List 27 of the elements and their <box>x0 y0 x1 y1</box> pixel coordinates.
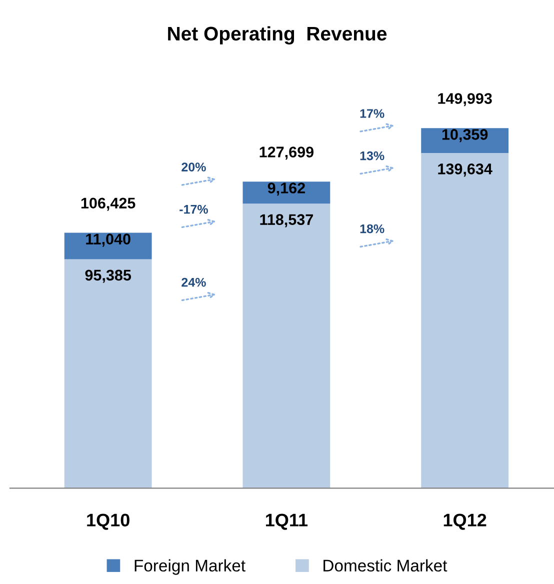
data-label: 11,040 <box>86 234 130 247</box>
bar <box>242 182 330 204</box>
text: 17% <box>360 109 384 118</box>
total-label: 127,699 <box>260 146 314 160</box>
bar <box>421 128 509 153</box>
bar <box>64 232 152 260</box>
bar <box>242 204 330 488</box>
annotation: 13% <box>360 151 384 160</box>
x-tick-label: 1Q10 <box>87 514 130 530</box>
data-label: 95,385 <box>85 270 132 283</box>
annotation: 18% <box>360 224 384 234</box>
data-label: 139,634 <box>438 164 492 177</box>
bar <box>421 152 509 488</box>
annotation: -17% <box>180 204 208 214</box>
annotation: 20% <box>182 162 206 172</box>
data-label: 10,359 <box>442 129 488 142</box>
x-tick-label: 1Q12 <box>444 514 486 530</box>
chart-title: Net Operating Revenue <box>168 26 387 44</box>
x-tick-label: 1Q11 <box>266 514 308 530</box>
data-label: 118,537 <box>260 214 313 228</box>
bar <box>64 259 152 488</box>
legend-label: Domestic Market <box>324 559 448 572</box>
annotation: 24% <box>182 278 206 287</box>
data-label: 9,162 <box>268 182 305 196</box>
total-label: 149,993 <box>438 93 492 106</box>
total-label: 106,425 <box>81 198 136 211</box>
legend-label: Foreign Market <box>134 559 246 575</box>
